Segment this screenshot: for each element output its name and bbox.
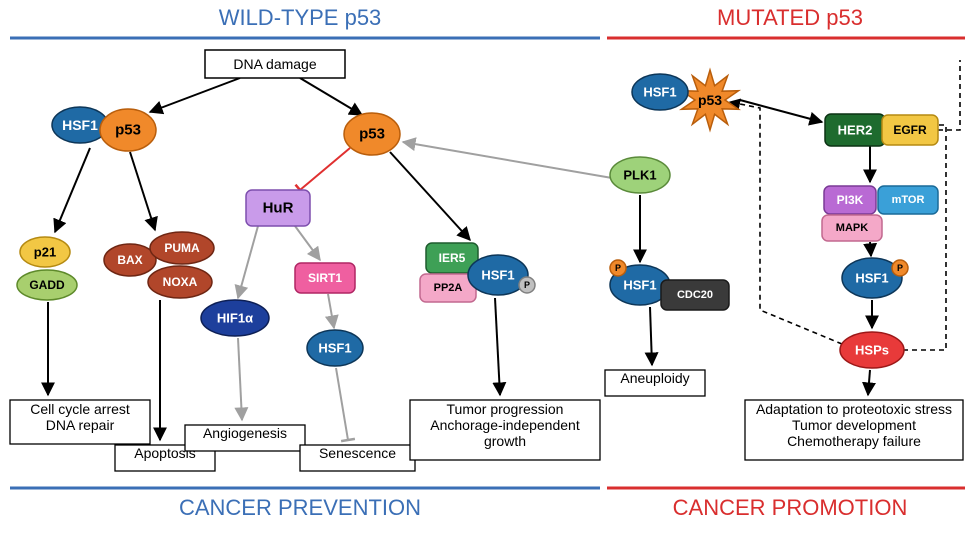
node-label-puma: PUMA xyxy=(164,241,200,255)
node-label-pp2a: PP2A xyxy=(434,282,463,294)
header-left: WILD-TYPE p53 xyxy=(219,5,382,30)
p53-mutant-label: p53 xyxy=(698,92,722,108)
dash-22 xyxy=(888,125,946,350)
node-label-pi3k: PI3K xyxy=(837,193,864,207)
outcome-text-cellcycle-1: DNA repair xyxy=(46,417,115,433)
arrow-21 xyxy=(868,370,870,395)
arrow-2 xyxy=(55,148,90,232)
node-label-egfr: EGFR xyxy=(893,123,927,137)
outcome-text-cellcycle-0: Cell cycle arrest xyxy=(30,401,130,417)
outcome-text-tumor-1: Anchorage-independent xyxy=(430,417,580,433)
node-label-mapk: MAPK xyxy=(836,222,868,234)
node-label-hsf1_sen: HSF1 xyxy=(318,341,351,356)
header-right: MUTATED p53 xyxy=(717,5,863,30)
node-label-hsps: HSPs xyxy=(855,343,889,358)
node-label-cdc20: CDC20 xyxy=(677,289,713,301)
node-label-p53_tl: p53 xyxy=(115,122,141,139)
arrow-13 xyxy=(495,298,500,395)
outcome-text-tumor-2: growth xyxy=(484,433,526,449)
node-label-plk1: PLK1 xyxy=(623,168,656,183)
node-label-noxa: NOXA xyxy=(163,275,198,289)
node-label-gadd: GADD xyxy=(29,278,65,292)
node-label-ier5: IER5 xyxy=(439,251,466,265)
node-label-bax: BAX xyxy=(117,253,142,267)
arrow-17 xyxy=(740,100,822,122)
arrow-19 xyxy=(870,242,871,256)
node-label-p_r: P xyxy=(897,263,903,273)
node-label-hsf1_plk: HSF1 xyxy=(623,278,656,293)
outcome-text-aneup-0: Aneuploidy xyxy=(620,370,689,386)
outcome-text-senesc-0: Senescence xyxy=(319,445,396,461)
tbar-4 xyxy=(300,148,350,190)
footer-right: CANCER PROMOTION xyxy=(673,495,908,520)
arrow-11 xyxy=(238,338,242,420)
tbar-12 xyxy=(336,368,348,440)
outcome-text-angio-0: Angiogenesis xyxy=(203,425,287,441)
node-label-hif1a: HIF1α xyxy=(217,311,253,326)
arrow-1 xyxy=(300,78,362,115)
node-label-p53_mid: p53 xyxy=(359,126,385,143)
dna-damage-label: DNA damage xyxy=(233,56,316,72)
node-label-hur: HuR xyxy=(263,200,294,217)
dash-24 xyxy=(938,60,960,130)
arrow-6 xyxy=(238,226,258,298)
arrow-7 xyxy=(295,226,320,260)
node-label-hsf1_ier: HSF1 xyxy=(481,268,514,283)
node-label-hsf1_mut: HSF1 xyxy=(643,85,676,100)
node-label-p_ier: P xyxy=(524,280,530,290)
arrow-0 xyxy=(150,78,240,112)
outcome-text-adapt-1: Tumor development xyxy=(792,417,916,433)
node-label-her2: HER2 xyxy=(838,123,873,138)
outcome-text-adapt-0: Adaptation to proteotoxic stress xyxy=(756,401,952,417)
node-label-hsf1_r: HSF1 xyxy=(855,271,888,286)
tbar-cap-12 xyxy=(341,439,355,441)
outcome-text-adapt-2: Chemotherapy failure xyxy=(787,433,921,449)
arrow-3 xyxy=(130,152,155,230)
arrow-8 xyxy=(328,294,334,328)
node-label-p21: p21 xyxy=(34,245,56,260)
arrow-5 xyxy=(390,152,470,240)
arrow-16 xyxy=(650,307,652,365)
footer-left: CANCER PREVENTION xyxy=(179,495,421,520)
node-label-mtor: mTOR xyxy=(892,194,925,206)
outcome-text-tumor-0: Tumor progression xyxy=(447,401,564,417)
node-label-hsf1_tl: HSF1 xyxy=(62,117,98,133)
node-label-p_plk: P xyxy=(615,263,621,273)
arrow-14 xyxy=(403,142,612,178)
node-label-sirt1: SIRT1 xyxy=(308,271,342,285)
